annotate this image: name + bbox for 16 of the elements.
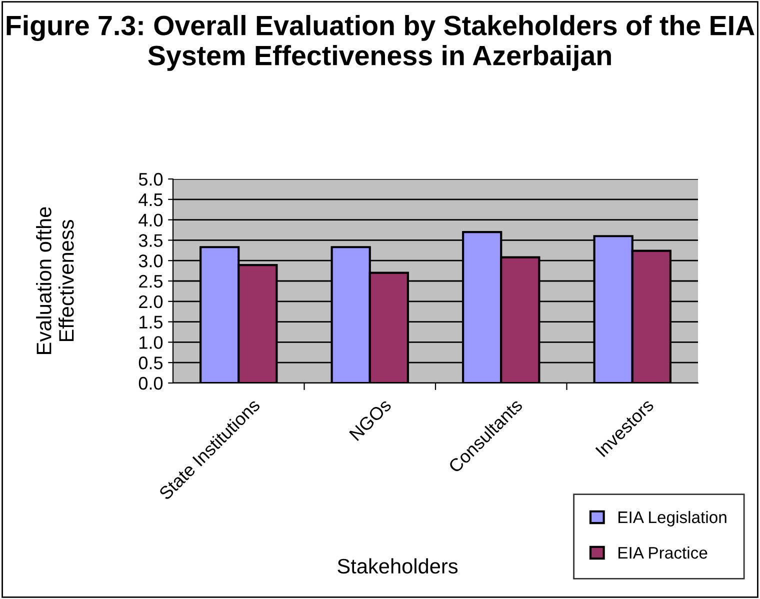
chart-title: Figure 7.3: Overall Evaluation by Stakeholders of the EIA System Effectiveness in Azerbaijan xyxy=(6,14,754,71)
y-tick-label: 4.0 xyxy=(138,214,163,227)
y-tick-label: 0.0 xyxy=(138,376,163,390)
y-tick-label: 2.5 xyxy=(139,274,163,288)
y-tick-label: 1.0 xyxy=(140,336,163,349)
y-tick-label: 4.5 xyxy=(138,194,163,206)
x-axis-title: Stakeholders xyxy=(338,558,458,574)
y-tick-label: 2.0 xyxy=(139,295,163,308)
y-tick-label: 5.0 xyxy=(138,172,163,186)
legend-label: EIA Legislation xyxy=(618,510,726,526)
y-tick-label: 1.5 xyxy=(140,316,163,329)
y-tick-label: 0.5 xyxy=(138,356,163,370)
y-axis-title: Evaluation ofthe Effectiveness xyxy=(36,207,74,354)
y-tick-label: 3.0 xyxy=(138,254,163,268)
y-tick-label: 3.5 xyxy=(138,234,163,247)
legend-label: EIA Practice xyxy=(618,546,708,559)
